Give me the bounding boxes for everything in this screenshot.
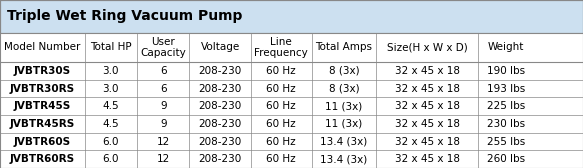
Bar [0,150,583,168]
Text: 230 lbs: 230 lbs [487,119,525,129]
Text: Voltage: Voltage [201,43,240,52]
Bar [0,0,583,33]
Bar [0,80,583,97]
Text: JVBTR45S: JVBTR45S [13,101,71,111]
Bar [0,62,583,80]
Text: 12: 12 [157,154,170,164]
Text: 32 x 45 x 18: 32 x 45 x 18 [395,154,459,164]
Text: 60 Hz: 60 Hz [266,66,296,76]
Text: 6.0: 6.0 [103,137,119,146]
Text: 3.0: 3.0 [103,84,119,94]
Text: Line
Frequency: Line Frequency [254,37,308,58]
Text: Triple Wet Ring Vacuum Pump: Triple Wet Ring Vacuum Pump [7,9,243,23]
Text: 32 x 45 x 18: 32 x 45 x 18 [395,84,459,94]
Text: 13.4 (3x): 13.4 (3x) [320,154,368,164]
Text: 4.5: 4.5 [103,101,119,111]
Text: 60 Hz: 60 Hz [266,101,296,111]
Text: JVBTR30S: JVBTR30S [14,66,71,76]
Text: 60 Hz: 60 Hz [266,84,296,94]
Text: Total HP: Total HP [90,43,132,52]
Text: 32 x 45 x 18: 32 x 45 x 18 [395,119,459,129]
Text: 9: 9 [160,101,167,111]
Text: 6: 6 [160,66,167,76]
Text: 3.0: 3.0 [103,66,119,76]
Text: JVBTR60RS: JVBTR60RS [10,154,75,164]
Text: 255 lbs: 255 lbs [487,137,525,146]
Text: 6.0: 6.0 [103,154,119,164]
Text: 208-230: 208-230 [198,101,242,111]
Text: 208-230: 208-230 [198,154,242,164]
Text: 9: 9 [160,119,167,129]
Bar [0,133,583,150]
Bar [0,115,583,133]
Text: 190 lbs: 190 lbs [487,66,525,76]
Text: Size(H x W x D): Size(H x W x D) [387,43,468,52]
Text: 4.5: 4.5 [103,119,119,129]
Text: 193 lbs: 193 lbs [487,84,525,94]
Text: 11 (3x): 11 (3x) [325,101,363,111]
Text: JVBTR60S: JVBTR60S [14,137,71,146]
Text: 11 (3x): 11 (3x) [325,119,363,129]
Text: 208-230: 208-230 [198,137,242,146]
Text: 12: 12 [157,137,170,146]
Text: JVBTR30RS: JVBTR30RS [10,84,75,94]
Text: Model Number: Model Number [4,43,80,52]
Text: 60 Hz: 60 Hz [266,154,296,164]
Text: 208-230: 208-230 [198,119,242,129]
Text: 8 (3x): 8 (3x) [329,66,359,76]
Text: JVBTR45RS: JVBTR45RS [10,119,75,129]
Text: 208-230: 208-230 [198,84,242,94]
Text: 208-230: 208-230 [198,66,242,76]
Text: 60 Hz: 60 Hz [266,119,296,129]
Text: 32 x 45 x 18: 32 x 45 x 18 [395,101,459,111]
Bar [0,33,583,62]
Text: 6: 6 [160,84,167,94]
Text: Weight: Weight [487,43,524,52]
Text: User
Capacity: User Capacity [141,37,186,58]
Text: 260 lbs: 260 lbs [487,154,525,164]
Text: 32 x 45 x 18: 32 x 45 x 18 [395,66,459,76]
Text: 225 lbs: 225 lbs [487,101,525,111]
Text: 60 Hz: 60 Hz [266,137,296,146]
Text: Total Amps: Total Amps [315,43,373,52]
Text: 8 (3x): 8 (3x) [329,84,359,94]
Bar [0,97,583,115]
Text: 13.4 (3x): 13.4 (3x) [320,137,368,146]
Text: 32 x 45 x 18: 32 x 45 x 18 [395,137,459,146]
